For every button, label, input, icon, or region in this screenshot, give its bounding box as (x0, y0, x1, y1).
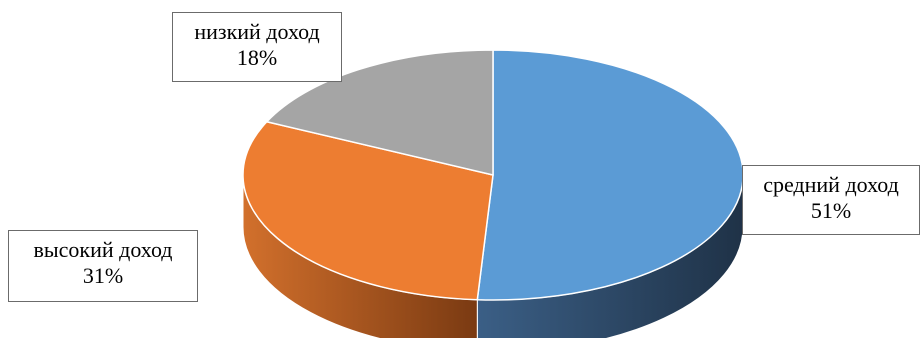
data-label-high-income-name: высокий доход (33, 237, 173, 262)
data-label-middle-income-name: средний доход (763, 172, 899, 197)
data-label-high-income-percent: 31% (82, 263, 124, 288)
data-label-high-income: высокий доход 31% (8, 230, 198, 302)
data-label-low-income-name: низкий доход (194, 19, 320, 44)
pie-slice-high-income (242, 121, 494, 301)
pie-slice-low-income (266, 49, 494, 176)
data-label-low-income: низкий доход 18% (172, 12, 342, 82)
data-label-low-income-percent: 18% (236, 45, 278, 70)
data-label-middle-income: средний доход 51% (742, 165, 920, 235)
data-label-middle-income-percent: 51% (810, 198, 852, 223)
